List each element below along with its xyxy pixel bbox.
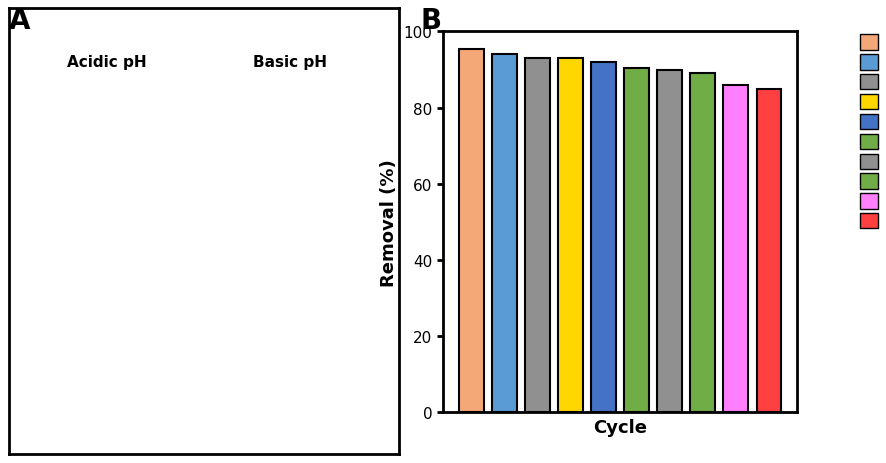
Bar: [459, 50, 484, 412]
Bar: [757, 89, 781, 412]
Bar: [525, 59, 550, 412]
Bar: [690, 74, 715, 412]
Bar: [558, 59, 583, 412]
Text: Acidic pH: Acidic pH: [66, 55, 146, 70]
Bar: [625, 69, 649, 412]
Text: Basic pH: Basic pH: [253, 55, 327, 70]
Text: B: B: [421, 7, 442, 35]
Legend: Cycle 1, Cycle 2, Cycle 3, Cycle 4, Cycle 5, Cycle 6, Cycle 7, Cycle 8, Cycle 9,: Cycle 1, Cycle 2, Cycle 3, Cycle 4, Cycl…: [856, 31, 886, 233]
Bar: [492, 55, 517, 412]
Bar: [657, 70, 682, 412]
Text: A: A: [9, 7, 30, 35]
Bar: [591, 63, 616, 412]
X-axis label: Cycle: Cycle: [594, 418, 647, 436]
Bar: [724, 86, 749, 412]
Y-axis label: Removal (%): Removal (%): [380, 158, 398, 286]
